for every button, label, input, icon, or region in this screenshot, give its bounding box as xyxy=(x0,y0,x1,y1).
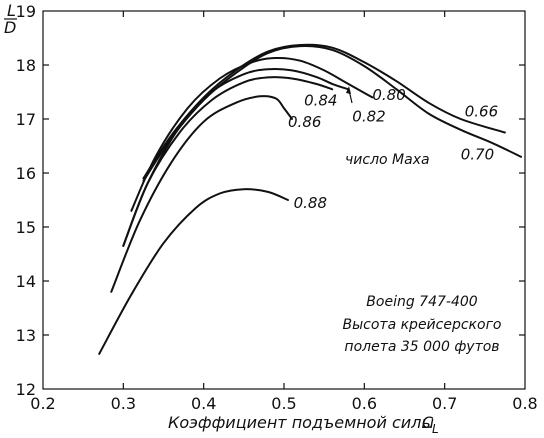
y-tick-label: 14 xyxy=(16,272,36,291)
x-tick-label: 0.2 xyxy=(30,394,55,413)
x-tick-label: 0.3 xyxy=(111,394,136,413)
y-tick-label: 12 xyxy=(16,380,36,399)
x-tick-label: 0.6 xyxy=(352,394,377,413)
series-label-080: 0.80 xyxy=(372,86,405,104)
x-tick-label: 0.8 xyxy=(512,394,537,413)
series-label-088: 0.88 xyxy=(294,194,327,212)
series-lines xyxy=(98,43,522,355)
annotation-line-1: Boeing 747-400 xyxy=(366,294,477,310)
y-tick-label: 15 xyxy=(16,218,36,237)
series-labels: 0.66 0.70 0.80 0.82 0.84 0.86 0.88 xyxy=(288,86,498,212)
y-tick-label: 17 xyxy=(16,110,36,129)
y-axis-label-numerator: L xyxy=(7,1,16,20)
series-line-080 xyxy=(130,56,374,212)
x-axis-label: Коэффициент подъемной силы xyxy=(168,413,434,432)
y-tick-label: 18 xyxy=(16,56,36,75)
x-axis-label-symbol: C xyxy=(422,413,434,432)
series-label-084: 0.84 xyxy=(304,92,337,110)
x-axis-ticks: 0.2 0.3 0.4 0.5 0.6 0.7 0.8 xyxy=(30,11,538,413)
series-label-082: 0.82 xyxy=(352,108,385,126)
x-tick-label: 0.5 xyxy=(271,394,296,413)
label-pointer-082-head xyxy=(346,86,351,94)
y-axis-label-denominator: D xyxy=(4,18,16,37)
y-tick-label: 13 xyxy=(16,326,36,345)
y-tick-label: 16 xyxy=(16,164,36,183)
series-line-086 xyxy=(110,95,293,293)
x-tick-label: 0.7 xyxy=(432,394,457,413)
series-label-086: 0.86 xyxy=(288,113,321,131)
annotation-line-2: Высота крейсерского xyxy=(343,317,502,333)
x-tick-label: 0.4 xyxy=(191,394,216,413)
series-label-066: 0.66 xyxy=(465,102,498,120)
annotation-line-3: полета 35 000 футов xyxy=(344,339,499,355)
legend-title: число Маха xyxy=(345,152,430,168)
series-line-066 xyxy=(142,43,506,180)
y-tick-label: 19 xyxy=(16,2,36,21)
series-label-070: 0.70 xyxy=(461,146,494,164)
series-line-088 xyxy=(98,188,289,355)
x-axis-label-subscript: L xyxy=(432,422,439,436)
series-line-084 xyxy=(122,76,334,247)
y-axis-ticks: 12 13 14 15 16 17 18 19 xyxy=(16,2,525,399)
